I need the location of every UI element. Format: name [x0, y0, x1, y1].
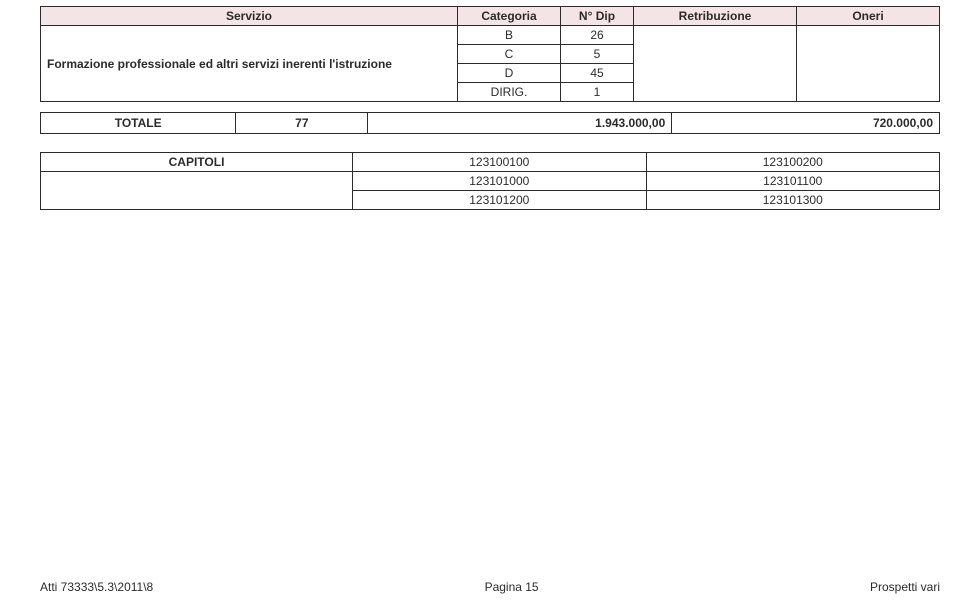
capitoli-cell: 123101300: [646, 191, 939, 210]
service-name: Formazione professionale ed altri serviz…: [41, 26, 458, 102]
ndip-cell: 1: [561, 83, 634, 102]
ndip-cell: 26: [561, 26, 634, 45]
ndip-cell: 5: [561, 45, 634, 64]
footer-center: Pagina 15: [485, 580, 539, 594]
capitoli-empty: [41, 191, 353, 210]
capitoli-empty: [41, 172, 353, 191]
totale-ndip: 77: [236, 113, 368, 134]
oneri-empty: [797, 26, 940, 102]
cat-cell: C: [458, 45, 561, 64]
capitoli-table: CAPITOLI 123100100 123100200 123101000 1…: [40, 152, 940, 210]
capitoli-label: CAPITOLI: [41, 153, 353, 172]
table-row: Formazione professionale ed altri serviz…: [41, 26, 940, 45]
col-retribuzione: Retribuzione: [634, 7, 797, 26]
totale-oneri: 720.000,00: [672, 113, 940, 134]
capitoli-cell: 123101100: [646, 172, 939, 191]
totale-label: TOTALE: [41, 113, 236, 134]
col-oneri: Oneri: [797, 7, 940, 26]
col-servizio: Servizio: [41, 7, 458, 26]
capitoli-cell: 123100200: [646, 153, 939, 172]
totale-table: TOTALE 77 1.943.000,00 720.000,00: [40, 112, 940, 134]
capitoli-cell: 123101200: [353, 191, 646, 210]
main-table: Servizio Categoria N° Dip Retribuzione O…: [40, 6, 940, 102]
totale-retribuzione: 1.943.000,00: [368, 113, 672, 134]
header-row: Servizio Categoria N° Dip Retribuzione O…: [41, 7, 940, 26]
footer-right: Prospetti vari: [870, 580, 940, 594]
cat-cell: DIRIG.: [458, 83, 561, 102]
capitoli-cell: 123100100: [353, 153, 646, 172]
cat-cell: D: [458, 64, 561, 83]
ndip-cell: 45: [561, 64, 634, 83]
page-footer: Atti 73333\5.3\2011\8 Pagina 15 Prospett…: [40, 580, 940, 594]
col-categoria: Categoria: [458, 7, 561, 26]
cat-cell: B: [458, 26, 561, 45]
retrib-empty: [634, 26, 797, 102]
footer-left: Atti 73333\5.3\2011\8: [40, 580, 153, 594]
col-ndip: N° Dip: [561, 7, 634, 26]
capitoli-cell: 123101000: [353, 172, 646, 191]
